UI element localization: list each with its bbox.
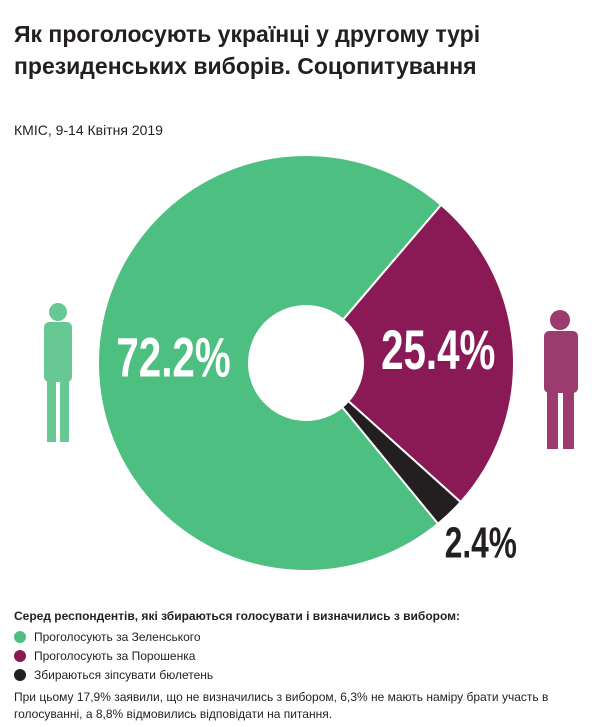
value-label: 2.4% (445, 518, 517, 567)
legend-label: Проголосують за Порошенка (34, 648, 196, 663)
slice (340, 399, 463, 526)
value-label: 72.2% (116, 327, 230, 389)
chart-subtitle: КМІС, 9-14 Квітня 2019 (14, 122, 163, 138)
legend-item: Збираються зіпсувати бюлетень (14, 665, 594, 684)
legend: Серед респондентів, які збираються голос… (14, 609, 594, 684)
person-right (544, 310, 578, 449)
person-left (44, 303, 72, 442)
slice (97, 154, 443, 572)
value-label: 25.4% (381, 320, 495, 382)
legend-swatch (14, 630, 26, 643)
legend-label: Проголосують за Зеленського (34, 629, 201, 644)
chart-title: Як проголосують українці у другому турі … (14, 21, 481, 79)
legend-swatch (14, 649, 26, 662)
chart: 72.2% 25.4% 2.4% (44, 154, 578, 572)
note: При цьому 17,9% заявили, що не визначили… (14, 690, 549, 721)
legend-item: Проголосують за Порошенка (14, 646, 594, 665)
legend-swatch (14, 668, 26, 681)
slice (341, 203, 515, 504)
legend-label: Збираються зіпсувати бюлетень (34, 667, 214, 682)
legend-title: Серед респондентів, які збираються голос… (14, 609, 461, 623)
legend-item: Проголосують за Зеленського (14, 627, 594, 646)
